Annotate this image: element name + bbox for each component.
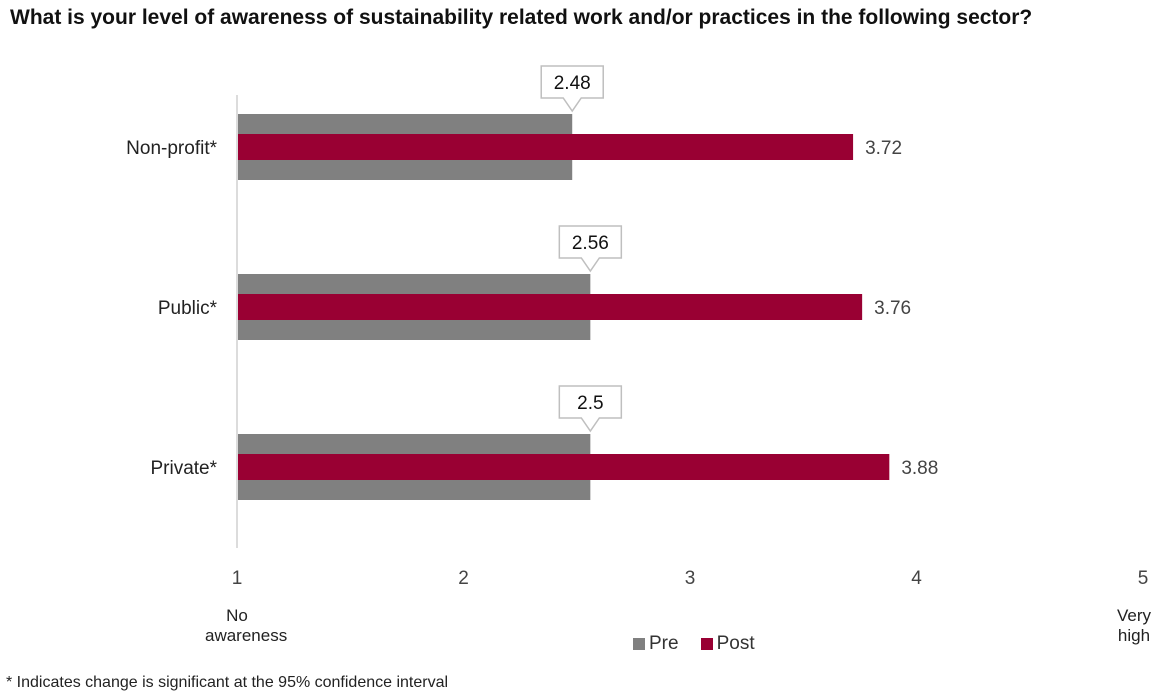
footnote: * Indicates change is significant at the… [6, 674, 449, 691]
category-label-private: Private* [150, 458, 217, 479]
value-label-pre-private: 2.5 [577, 393, 603, 414]
legend-label-post: Post [716, 633, 755, 654]
value-label-pre-non-profit: 2.48 [554, 73, 591, 94]
callout-box-pre-public [558, 225, 623, 273]
axis-end-label-low: No awareness [205, 606, 288, 645]
bar-post-non-profit [238, 134, 854, 160]
axis-end-label-high: Very high [1116, 606, 1152, 645]
legend-label-pre: Pre [649, 633, 679, 654]
value-label-pre-public: 2.56 [572, 233, 609, 254]
legend-swatch-pre [633, 638, 645, 650]
bar-post-private [238, 454, 890, 480]
bar-post-public [238, 294, 863, 320]
x-tick-label-5: 5 [1138, 568, 1149, 589]
x-tick-label-3: 3 [685, 568, 696, 589]
category-label-public: Public* [158, 298, 218, 319]
callout-box-pre-non-profit [540, 65, 604, 113]
category-label-non-profit: Non-profit* [126, 138, 217, 159]
x-tick-label-4: 4 [911, 568, 922, 589]
value-label-post-non-profit: 3.72 [865, 138, 902, 159]
callout-box-pre-private [558, 385, 623, 433]
legend-swatch-post [700, 638, 713, 650]
x-tick-label-2: 2 [458, 568, 469, 589]
chart-title: What is your level of awareness of susta… [10, 6, 1033, 29]
legend: Pre Post [633, 633, 777, 655]
x-tick-label-1: 1 [232, 568, 243, 589]
legend-item-pre: Pre [633, 633, 679, 655]
value-label-post-private: 3.88 [901, 458, 938, 479]
value-label-post-public: 3.76 [874, 298, 911, 319]
legend-item-post: Post [700, 633, 755, 655]
